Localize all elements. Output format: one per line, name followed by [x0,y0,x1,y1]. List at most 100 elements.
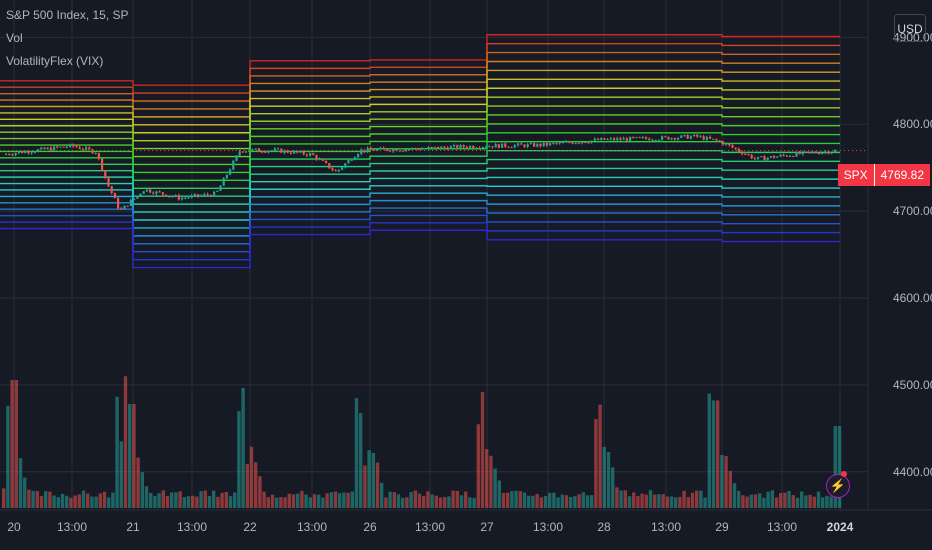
candle [171,196,174,198]
candle [571,142,574,144]
volume-legend[interactable]: Vol [6,31,23,45]
candle [209,195,212,197]
volume-bar [123,376,128,508]
volume-bar [321,497,325,508]
candle [437,146,440,149]
currency-button[interactable]: USD [894,14,926,42]
candle [725,143,728,145]
candle [78,147,81,150]
candle [632,136,635,138]
candle [309,153,312,156]
y-tick-label: 4800.00 [893,117,932,131]
candle [123,205,126,210]
candle [728,143,731,146]
volume-bar [833,426,837,508]
volume-bar [216,496,220,508]
volume-bar [606,451,611,508]
candle [705,136,708,140]
candle [232,160,235,170]
candle [219,185,222,191]
candle [581,142,584,144]
candle [264,151,267,153]
candle [174,195,177,197]
candle [613,138,616,141]
candle [504,143,507,147]
volume-bar [745,496,749,508]
candle [417,148,420,150]
volume-bar [161,490,165,508]
candle [229,169,232,175]
volume-bar [270,494,275,508]
candle [27,151,30,154]
volume-bar [191,495,195,508]
candle [366,147,369,152]
candle [94,153,97,155]
candle [443,146,446,148]
candle [165,194,168,197]
volume-bar [178,491,182,508]
volume-bar [128,404,132,508]
candle [689,136,692,139]
candle [635,137,638,139]
lightning-icon[interactable]: ⚡ [826,474,850,498]
volume-bar [451,490,455,508]
volume-bar [325,493,329,508]
candle [565,141,568,143]
indicator-legend[interactable]: VolatilityFlex (VIX) [6,54,104,68]
volume-bar [674,497,678,508]
time-axis [0,510,932,550]
volume-bar [774,497,779,508]
y-tick-label: 4600.00 [893,291,932,305]
volume-bar [115,396,119,508]
symbol-title[interactable]: S&P 500 Index, 15, SP [6,8,129,22]
candle [389,150,392,152]
candle [481,147,484,149]
volume-bar [249,446,254,508]
candle [603,138,606,140]
candle [517,143,520,146]
volume-bar [228,496,233,508]
volume-bar [56,497,60,508]
candle [462,145,465,148]
candle [779,154,782,157]
volume-bar [829,496,833,508]
volume-bar [535,493,539,508]
candle [785,155,788,157]
candle [577,143,580,145]
candle [795,152,798,157]
candle [421,148,424,150]
candle [664,136,667,138]
candle [299,151,302,153]
volatility-band [0,141,840,182]
volatility-band [0,34,840,86]
volume-bar [31,490,35,508]
candle [75,146,78,148]
volume-bar [632,492,636,508]
volume-bar [468,497,472,508]
candle [667,136,670,140]
volume-bar [556,497,560,508]
volume-bar [590,495,594,508]
candle [776,156,779,158]
candle [568,141,571,143]
candle [200,195,203,197]
candle [145,189,148,192]
candle [190,195,193,198]
candle [293,151,296,154]
volume-bar [81,490,86,508]
volume-bar [527,495,531,508]
volume-bar [728,471,732,508]
volume-bar [564,495,569,508]
candle [629,136,632,141]
volume-bar [552,492,556,508]
candle [651,139,654,141]
volume-bar [157,493,161,508]
x-tick-label: 13:00 [297,520,327,534]
candle [677,137,680,140]
volume-bar [254,462,258,508]
volume-bar [795,497,800,508]
volume-bar [783,492,787,508]
candle [37,149,40,152]
volume-bar [648,490,653,508]
